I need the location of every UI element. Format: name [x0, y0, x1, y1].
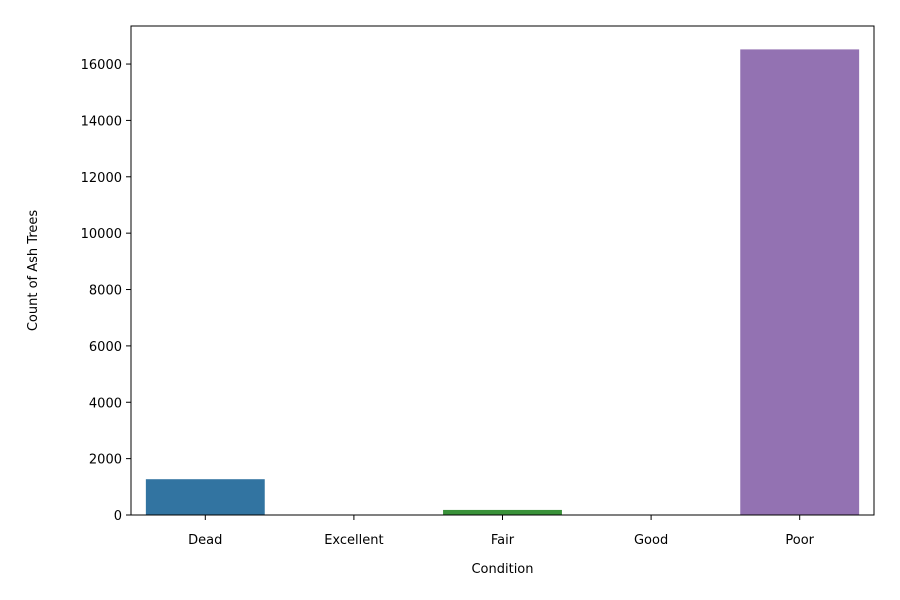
- y-tick-label: 0: [114, 509, 122, 524]
- x-axis: Dead Excellent Fair Good Poor: [188, 515, 815, 548]
- x-tick-label: Good: [634, 533, 668, 548]
- bar-poor: [740, 49, 860, 516]
- x-tick-label: Dead: [188, 533, 222, 548]
- bars-group: [145, 49, 860, 516]
- x-tick-label: Fair: [491, 533, 515, 548]
- y-tick-label: 2000: [89, 453, 122, 468]
- y-tick-label: 4000: [89, 396, 122, 411]
- x-axis-label: Condition: [471, 562, 533, 577]
- y-tick-label: 8000: [89, 284, 122, 299]
- y-tick-label: 16000: [81, 58, 122, 73]
- y-tick-label: 10000: [81, 227, 122, 242]
- y-tick-label: 6000: [89, 340, 122, 355]
- bar-fair: [443, 509, 562, 515]
- plot-frame: [130, 25, 875, 516]
- y-tick-label: 14000: [81, 114, 122, 129]
- y-axis-label: Count of Ash Trees: [26, 210, 41, 332]
- x-tick-label: Poor: [785, 533, 814, 548]
- bar-dead: [145, 479, 265, 515]
- y-axis: 0 2000 4000 6000 8000 10000 12000 14000 16000: [81, 58, 131, 524]
- x-tick-label: Excellent: [324, 533, 383, 548]
- y-tick-label: 12000: [81, 171, 122, 186]
